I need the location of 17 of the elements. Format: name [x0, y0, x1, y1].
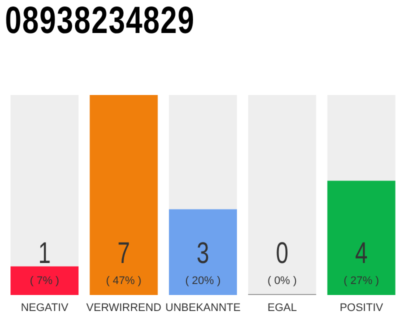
annotation: ( 0% )	[267, 275, 297, 287]
x-tick-label: VERWIRREND	[86, 302, 162, 314]
chart-title: 08938234829	[5, 0, 195, 43]
annotation: ( 47% )	[106, 275, 142, 287]
x-tick-label: UNBEKANNTE	[165, 302, 241, 314]
data-label: 4	[355, 236, 368, 270]
x-tick-label: NEGATIV	[20, 302, 69, 314]
x-tick-label: EGAL	[268, 302, 297, 314]
annotation: ( 27% )	[344, 275, 380, 287]
annotation: ( 20% )	[185, 275, 221, 287]
data-label: 0	[276, 236, 288, 270]
data-label: 1	[38, 236, 51, 270]
x-tick-label: POSITIV	[340, 302, 384, 314]
bar	[10, 266, 79, 295]
data-label: 7	[117, 236, 130, 270]
annotation: ( 7% )	[30, 275, 60, 287]
data-label: 3	[196, 236, 210, 270]
